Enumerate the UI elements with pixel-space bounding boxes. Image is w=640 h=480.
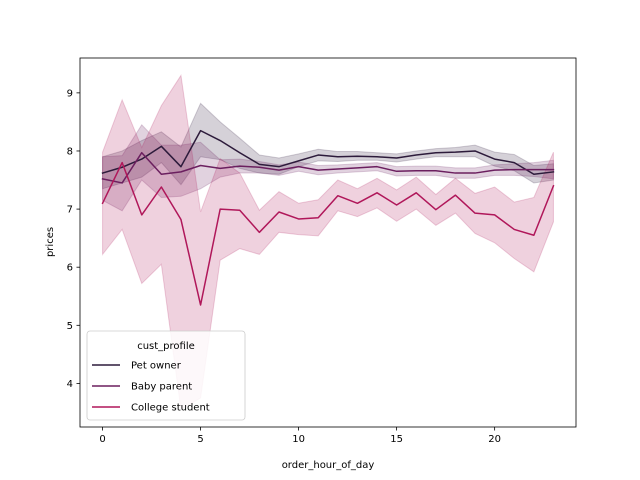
- y-tick-label: 5: [67, 321, 73, 332]
- series-line-1: [101, 151, 555, 184]
- y-tick-label: 9: [67, 88, 73, 99]
- plot-area: [101, 74, 555, 411]
- x-axis-label: order_hour_of_day: [282, 460, 375, 471]
- y-tick-label: 6: [67, 263, 73, 274]
- y-axis-label: prices: [45, 227, 56, 257]
- y-tick-label: 4: [67, 379, 73, 390]
- y-tick-label: 8: [67, 146, 73, 157]
- legend: cust_profile Pet owner Baby parent College…: [86, 330, 246, 421]
- y-tick-label: 7: [67, 205, 73, 216]
- x-tick-label: 15: [390, 434, 403, 445]
- x-axis: 0 5 10 15 20: [99, 427, 501, 445]
- axes-frame: [79, 57, 577, 428]
- y-axis: 4 5 6 7 8 9: [67, 88, 80, 390]
- x-tick-label: 20: [488, 434, 501, 445]
- legend-label-0: Pet owner: [131, 361, 182, 372]
- legend-title: cust_profile: [137, 341, 195, 352]
- series-line-0: [101, 129, 555, 175]
- x-tick-label: 10: [292, 434, 305, 445]
- legend-box: [86, 330, 246, 421]
- x-tick-label: 0: [99, 434, 105, 445]
- confidence-band-2: [102, 74, 554, 411]
- x-tick-label: 5: [197, 434, 203, 445]
- legend-items: Pet owner Baby parent College student: [92, 361, 210, 414]
- confidence-band-1: [102, 124, 554, 212]
- series-line-2: [101, 161, 555, 306]
- legend-label-1: Baby parent: [131, 382, 192, 393]
- legend-label-2: College student: [131, 403, 210, 414]
- confidence-band-0: [102, 102, 554, 190]
